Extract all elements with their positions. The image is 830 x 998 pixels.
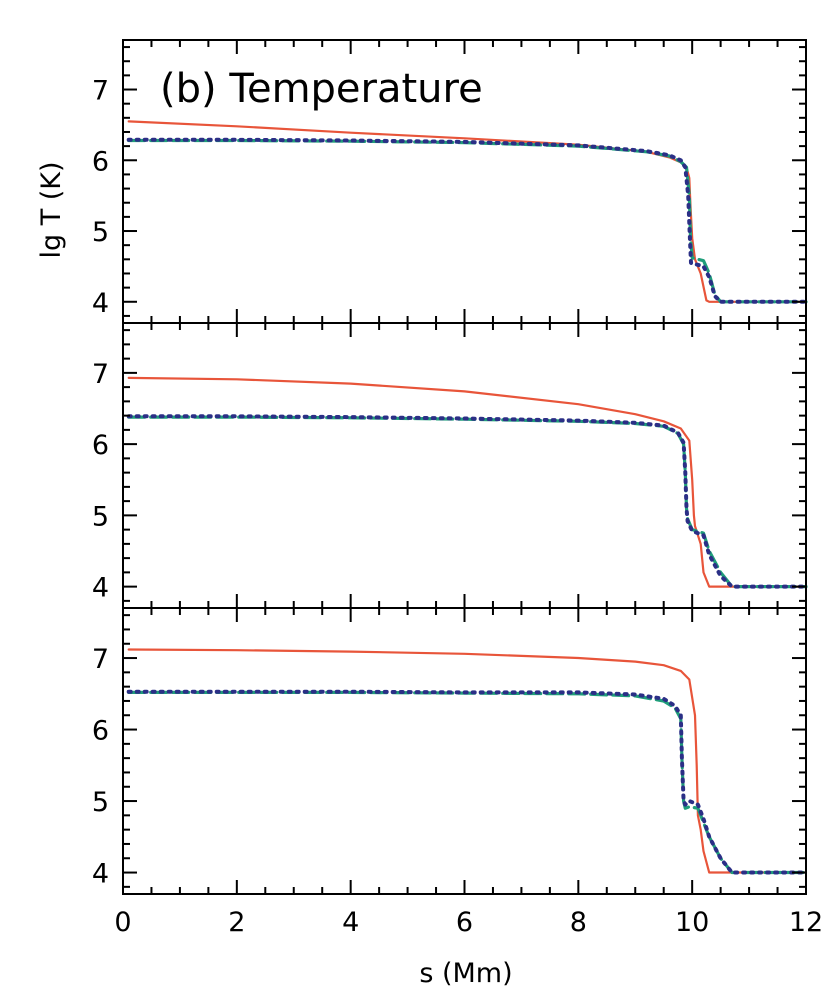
series-line-red — [127, 648, 808, 874]
y-tick-label: 5 — [92, 501, 109, 532]
series-line-blue — [126, 689, 808, 875]
y-tick-label: 4 — [92, 288, 109, 319]
y-tick-label: 6 — [92, 146, 109, 177]
panel-3: 4 5 6 7 0 2 4 6 8 10 12 — [92, 607, 823, 938]
y-tick-label: 7 — [92, 76, 109, 107]
y-tick-label: 4 — [92, 859, 109, 890]
y-axis-title: lg T (K) — [36, 161, 67, 258]
x-tick-label: 6 — [456, 907, 473, 938]
x-tick-label: 12 — [789, 907, 823, 938]
x-tick-label: 4 — [342, 907, 359, 938]
x-tick-label: 8 — [570, 907, 587, 938]
x-tick-label: 0 — [114, 907, 131, 938]
series-line-blue — [126, 137, 808, 304]
y-tick-label: 5 — [92, 787, 109, 818]
series-line-green — [127, 415, 808, 589]
series-line-red — [127, 120, 808, 303]
y-tick-label: 7 — [92, 359, 109, 390]
y-tick-label: 7 — [92, 644, 109, 675]
series-line-red — [127, 376, 808, 588]
panel-2: 4 5 6 7 — [92, 322, 808, 609]
y-tick-label: 4 — [92, 573, 109, 604]
series-line-blue — [126, 414, 808, 589]
series-line-green — [127, 690, 808, 875]
x-tick-label: 10 — [675, 907, 709, 938]
series-line-green — [127, 138, 808, 304]
x-tick-label: 2 — [228, 907, 245, 938]
plot-panels: 4 5 6 7 4 5 6 7 4 5 6 7 0 2 4 6 8 10 12 — [92, 39, 823, 938]
x-axis-title: s (Mm) — [419, 958, 512, 989]
y-tick-label: 6 — [92, 716, 109, 747]
y-tick-label: 6 — [92, 430, 109, 461]
panel-title: (b) Temperature — [160, 66, 483, 112]
y-tick-label: 5 — [92, 217, 109, 248]
